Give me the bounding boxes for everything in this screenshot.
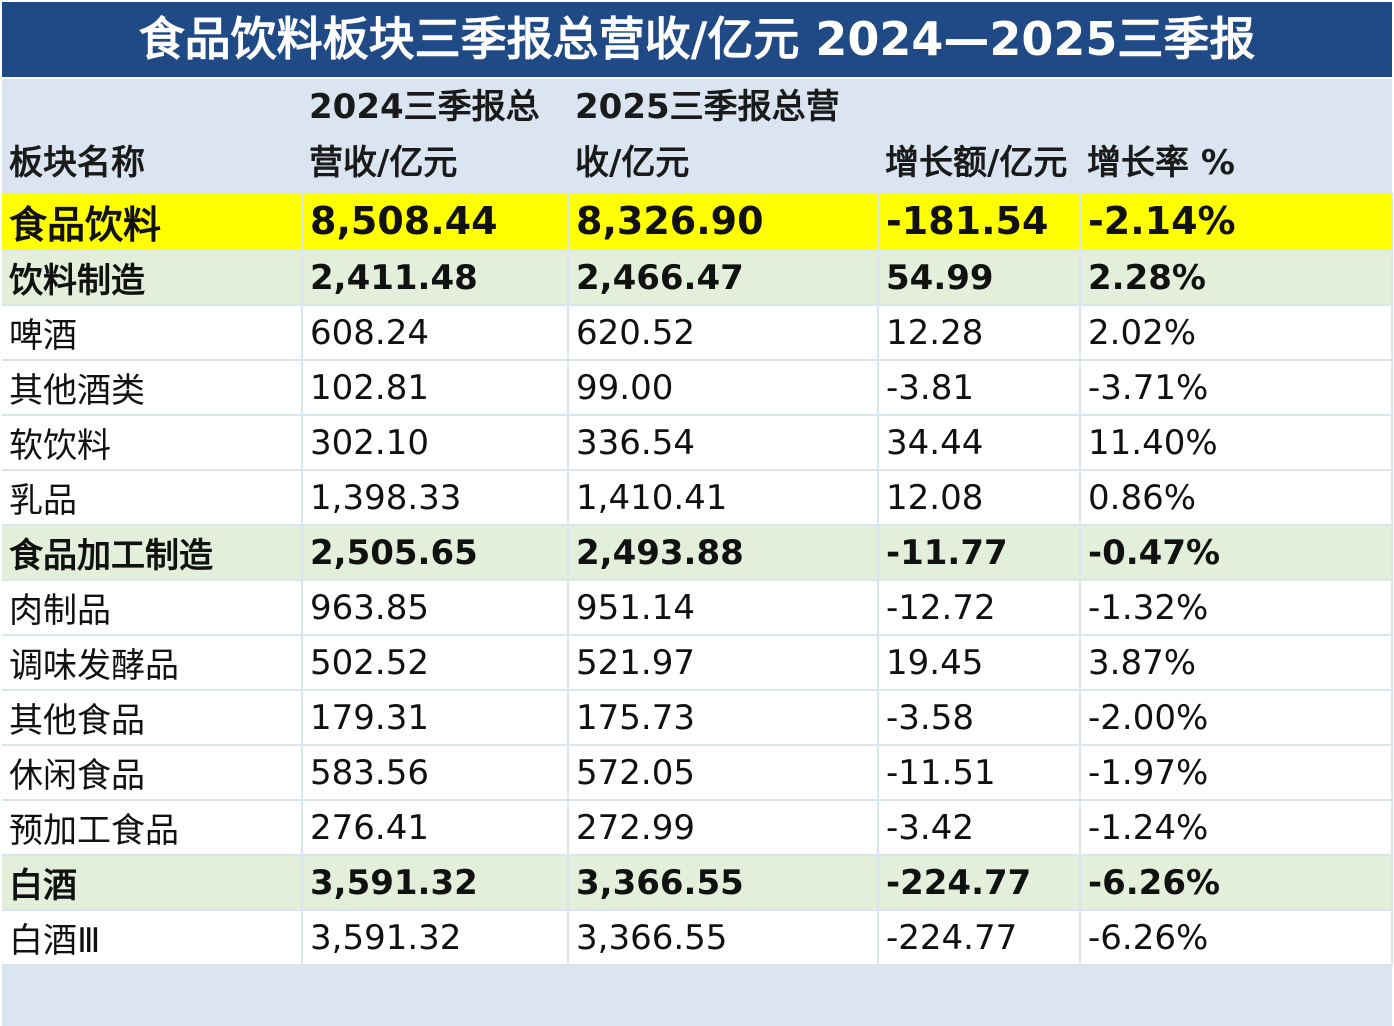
- cell-sector-name: 食品加工制造: [2, 525, 303, 581]
- cell-2024-revenue: 2,505.65: [302, 525, 569, 581]
- cell-growth-amount: -224.77: [878, 855, 1081, 911]
- cell-2024-revenue: 963.85: [302, 580, 569, 636]
- cell-sector-name: 调味发酵品: [2, 635, 303, 691]
- cell-sector-name: 预加工食品: [2, 800, 303, 856]
- cell-2024-revenue: 276.41: [302, 800, 569, 856]
- table-row-group: 食品加工制造 2,505.65 2,493.88 -11.77 -0.47%: [2, 525, 1393, 581]
- cell-growth-amount: -181.54: [878, 193, 1081, 251]
- revenue-table: 板块名称 2024三季报总营收/亿元 2025三季报总营收/亿元 增长额/亿元 …: [2, 79, 1393, 966]
- cell-2025-revenue: 1,410.41: [568, 470, 879, 526]
- table-row-detail: 啤酒 608.24 620.52 12.28 2.02%: [2, 305, 1393, 361]
- cell-2024-revenue: 502.52: [302, 635, 569, 691]
- header-growth-amount: 增长额/亿元: [878, 79, 1080, 193]
- cell-sector-name: 食品饮料: [2, 193, 303, 251]
- cell-2025-revenue: 99.00: [568, 360, 879, 416]
- cell-sector-name: 白酒Ⅲ: [2, 910, 303, 966]
- table-row-group: 白酒 3,591.32 3,366.55 -224.77 -6.26%: [2, 855, 1393, 911]
- cell-2024-revenue: 8,508.44: [302, 193, 569, 251]
- table-row-detail: 其他酒类 102.81 99.00 -3.81 -3.71%: [2, 360, 1393, 416]
- header-sector-name: 板块名称: [2, 79, 302, 193]
- cell-growth-rate: -6.26%: [1080, 910, 1393, 966]
- cell-growth-amount: -3.58: [878, 690, 1081, 746]
- cell-growth-rate: -1.24%: [1080, 800, 1393, 856]
- cell-growth-amount: -224.77: [878, 910, 1081, 966]
- cell-2025-revenue: 272.99: [568, 800, 879, 856]
- cell-sector-name: 其他食品: [2, 690, 303, 746]
- cell-growth-amount: -3.42: [878, 800, 1081, 856]
- cell-growth-amount: 19.45: [878, 635, 1081, 691]
- cell-2024-revenue: 583.56: [302, 745, 569, 801]
- cell-growth-rate: -1.32%: [1080, 580, 1393, 636]
- table-row-detail: 白酒Ⅲ 3,591.32 3,366.55 -224.77 -6.26%: [2, 910, 1393, 966]
- table-row-detail: 预加工食品 276.41 272.99 -3.42 -1.24%: [2, 800, 1393, 856]
- cell-growth-rate: -3.71%: [1080, 360, 1393, 416]
- cell-growth-rate: 11.40%: [1080, 415, 1393, 471]
- table-row-total: 食品饮料 8,508.44 8,326.90 -181.54 -2.14%: [2, 193, 1393, 251]
- table-row-detail: 休闲食品 583.56 572.05 -11.51 -1.97%: [2, 745, 1393, 801]
- cell-sector-name: 软饮料: [2, 415, 303, 471]
- cell-growth-rate: -1.97%: [1080, 745, 1393, 801]
- cell-2025-revenue: 3,366.55: [568, 910, 879, 966]
- cell-2025-revenue: 951.14: [568, 580, 879, 636]
- cell-sector-name: 啤酒: [2, 305, 303, 361]
- cell-2024-revenue: 608.24: [302, 305, 569, 361]
- cell-growth-amount: 12.28: [878, 305, 1081, 361]
- cell-2025-revenue: 521.97: [568, 635, 879, 691]
- cell-sector-name: 乳品: [2, 470, 303, 526]
- cell-growth-amount: 54.99: [878, 250, 1081, 306]
- cell-sector-name: 休闲食品: [2, 745, 303, 801]
- cell-2024-revenue: 179.31: [302, 690, 569, 746]
- table-body: 食品饮料 8,508.44 8,326.90 -181.54 -2.14% 饮料制造 2,4…: [2, 193, 1393, 966]
- cell-2025-revenue: 572.05: [568, 745, 879, 801]
- cell-2024-revenue: 302.10: [302, 415, 569, 471]
- cell-sector-name: 其他酒类: [2, 360, 303, 416]
- cell-growth-rate: 3.87%: [1080, 635, 1393, 691]
- cell-2025-revenue: 8,326.90: [568, 193, 879, 251]
- cell-growth-rate: 2.02%: [1080, 305, 1393, 361]
- cell-growth-amount: -12.72: [878, 580, 1081, 636]
- cell-growth-amount: -11.51: [878, 745, 1081, 801]
- cell-2025-revenue: 620.52: [568, 305, 879, 361]
- header-row: 板块名称 2024三季报总营收/亿元 2025三季报总营收/亿元 增长额/亿元 …: [2, 79, 1392, 193]
- cell-sector-name: 肉制品: [2, 580, 303, 636]
- cell-growth-rate: -2.14%: [1080, 193, 1393, 251]
- cell-2025-revenue: 336.54: [568, 415, 879, 471]
- cell-sector-name: 白酒: [2, 855, 303, 911]
- table-row-detail: 其他食品 179.31 175.73 -3.58 -2.00%: [2, 690, 1393, 746]
- table-row-detail: 调味发酵品 502.52 521.97 19.45 3.87%: [2, 635, 1393, 691]
- revenue-table-container: 板块名称 2024三季报总营收/亿元 2025三季报总营收/亿元 增长额/亿元 …: [2, 79, 1393, 1026]
- cell-growth-rate: -2.00%: [1080, 690, 1393, 746]
- cell-growth-rate: -6.26%: [1080, 855, 1393, 911]
- cell-growth-amount: -3.81: [878, 360, 1081, 416]
- cell-2024-revenue: 2,411.48: [302, 250, 569, 306]
- cell-growth-rate: -0.47%: [1080, 525, 1393, 581]
- cell-2024-revenue: 3,591.32: [302, 855, 569, 911]
- cell-2024-revenue: 1,398.33: [302, 470, 569, 526]
- cell-2024-revenue: 3,591.32: [302, 910, 569, 966]
- header-2025-revenue: 2025三季报总营收/亿元: [568, 79, 878, 193]
- table-row-detail: 软饮料 302.10 336.54 34.44 11.40%: [2, 415, 1393, 471]
- table-row-detail: 乳品 1,398.33 1,410.41 12.08 0.86%: [2, 470, 1393, 526]
- cell-growth-rate: 0.86%: [1080, 470, 1393, 526]
- cell-growth-rate: 2.28%: [1080, 250, 1393, 306]
- cell-2024-revenue: 102.81: [302, 360, 569, 416]
- cell-2025-revenue: 2,493.88: [568, 525, 879, 581]
- cell-growth-amount: 34.44: [878, 415, 1081, 471]
- table-row-group: 饮料制造 2,411.48 2,466.47 54.99 2.28%: [2, 250, 1393, 306]
- cell-growth-amount: 12.08: [878, 470, 1081, 526]
- cell-2025-revenue: 2,466.47: [568, 250, 879, 306]
- cell-2025-revenue: 175.73: [568, 690, 879, 746]
- table-row-detail: 肉制品 963.85 951.14 -12.72 -1.32%: [2, 580, 1393, 636]
- cell-2025-revenue: 3,366.55: [568, 855, 879, 911]
- chart-title: 食品饮料板块三季报总营收/亿元 2024—2025三季报: [2, 2, 1392, 77]
- cell-sector-name: 饮料制造: [2, 250, 303, 306]
- cell-growth-amount: -11.77: [878, 525, 1081, 581]
- header-2024-revenue: 2024三季报总营收/亿元: [302, 79, 568, 193]
- header-growth-rate: 增长率 %: [1080, 79, 1392, 193]
